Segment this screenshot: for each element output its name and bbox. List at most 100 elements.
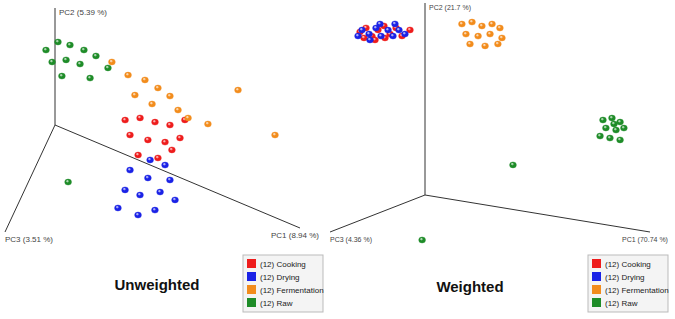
point <box>167 122 174 128</box>
point <box>155 85 162 91</box>
legend: (12) Cooking (12) Drying (12) Fermentation… <box>588 255 669 312</box>
point <box>396 27 403 33</box>
point <box>367 37 374 43</box>
point <box>152 119 159 125</box>
axis-pc1 <box>55 125 300 228</box>
point <box>147 157 154 163</box>
point <box>122 117 129 123</box>
point <box>137 115 144 121</box>
point <box>77 61 84 67</box>
legend-swatch <box>592 259 601 268</box>
point <box>145 137 152 143</box>
point <box>108 59 115 65</box>
point <box>65 179 72 185</box>
point <box>205 121 212 127</box>
axis-pc3 <box>5 125 55 232</box>
point <box>613 127 620 133</box>
point <box>135 152 142 158</box>
point <box>43 47 50 53</box>
axis-label: PC1 (8.94 %) <box>271 231 319 240</box>
legend-label: (12) Cooking <box>605 260 651 269</box>
point <box>510 162 517 168</box>
legend-swatch <box>247 285 256 294</box>
point <box>122 187 129 193</box>
point <box>137 192 144 198</box>
point <box>155 155 162 161</box>
point <box>135 212 142 218</box>
point <box>617 119 624 125</box>
point <box>235 87 242 93</box>
axis-label: PC2 (5.39 %) <box>59 8 107 17</box>
point <box>175 107 182 113</box>
chart-panel: PC1 (8.94 %) PC2 (5.39 %) PC3 (3.51 %) Unwe… <box>5 8 324 312</box>
point <box>600 117 607 123</box>
chart-panel: PC1 (70.74 %)PC2 (21.7 %)PC3 (4.36 %)Wei… <box>330 3 669 312</box>
point <box>402 31 409 37</box>
point <box>495 41 502 47</box>
point <box>132 92 139 98</box>
legend-swatch <box>592 285 601 294</box>
legend-swatch <box>247 272 256 281</box>
point <box>49 59 56 65</box>
point <box>621 125 628 131</box>
figure: PC1 (8.94 %) PC2 (5.39 %) PC3 (3.51 %) Unwe… <box>0 0 675 319</box>
point <box>59 73 66 79</box>
point <box>63 57 70 63</box>
point <box>167 93 174 99</box>
point <box>499 35 506 41</box>
point <box>366 31 373 37</box>
point <box>392 21 399 27</box>
point <box>609 115 616 121</box>
legend-label: (12) Drying <box>605 273 645 282</box>
point <box>142 77 149 83</box>
point <box>597 133 604 139</box>
point <box>185 115 192 121</box>
point <box>169 147 176 153</box>
points <box>355 19 628 243</box>
axis-pc1 <box>425 195 650 232</box>
legend-swatch <box>247 298 256 307</box>
legend-label: (12) Fermentation <box>605 286 669 295</box>
point <box>611 121 618 127</box>
point <box>359 27 366 33</box>
axis-pc3 <box>330 195 425 232</box>
point <box>607 135 614 141</box>
point <box>105 65 112 71</box>
axis-label: PC1 (70.74 %) <box>622 236 668 244</box>
legend-box <box>588 255 668 312</box>
axis-pc2 <box>55 8 56 125</box>
point <box>152 207 159 213</box>
point <box>81 47 88 53</box>
point <box>390 33 397 39</box>
point <box>127 132 134 138</box>
point <box>385 27 392 33</box>
points <box>43 39 279 218</box>
axis-label: PC2 (21.7 %) <box>429 4 471 12</box>
point <box>149 101 156 107</box>
point <box>145 175 152 181</box>
point <box>487 31 494 37</box>
point <box>125 72 132 78</box>
axis-label: PC3 (3.51 %) <box>5 235 53 244</box>
point <box>272 132 279 138</box>
point <box>177 135 184 141</box>
legend-label: (12) Cooking <box>260 260 306 269</box>
point <box>378 33 385 39</box>
point <box>93 53 100 59</box>
point <box>115 205 122 211</box>
point <box>162 139 169 145</box>
point <box>419 237 426 243</box>
legend-swatch <box>592 272 601 281</box>
legend-label: (12) Raw <box>260 299 293 308</box>
point <box>482 43 489 49</box>
chart-title: Unweighted <box>115 276 200 293</box>
point <box>479 23 486 29</box>
point <box>617 137 624 143</box>
point <box>87 75 94 81</box>
legend-label: (12) Fermentation <box>260 286 324 295</box>
point <box>172 197 179 203</box>
point <box>497 25 504 31</box>
point <box>489 21 496 27</box>
point <box>127 167 134 173</box>
point <box>469 19 476 25</box>
